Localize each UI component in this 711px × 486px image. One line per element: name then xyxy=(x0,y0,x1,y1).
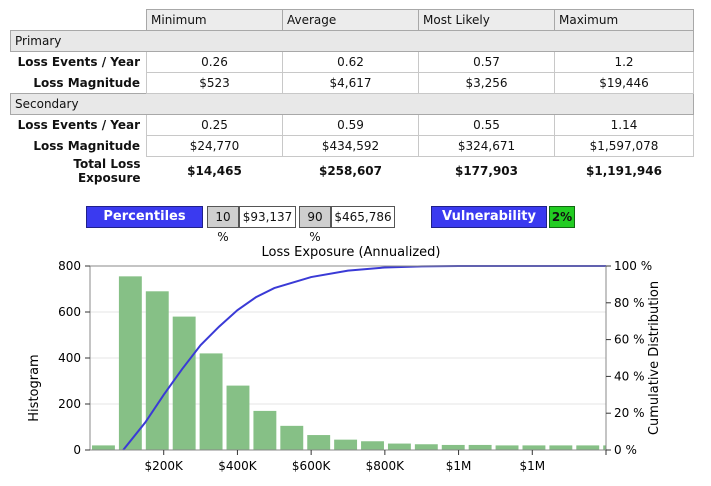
cell-value: 0.59 xyxy=(282,114,419,136)
y2-tick-label: 60 % xyxy=(614,333,645,347)
table-row: Loss Events / Year 0.26 0.62 0.57 1.2 xyxy=(11,51,694,73)
p90-value: $465,786 xyxy=(331,206,395,228)
row-label: Loss Magnitude xyxy=(33,75,140,90)
histogram-bar xyxy=(522,445,546,450)
vulnerability-button[interactable]: Vulnerability xyxy=(431,206,547,228)
table-row: Loss Events / Year 0.25 0.59 0.55 1.14 xyxy=(11,114,694,136)
cell-value: 1.2 xyxy=(554,51,694,73)
cell-value: $14,465 xyxy=(187,163,242,178)
section-primary-title: Primary xyxy=(10,30,694,52)
p90-label[interactable]: 90 % xyxy=(299,206,331,244)
y-tick-label: 800 xyxy=(58,259,81,273)
y-tick-label: 200 xyxy=(58,397,81,411)
cell-value: 0.25 xyxy=(146,114,283,136)
header-spacer xyxy=(11,10,147,31)
histogram-bar xyxy=(495,445,519,450)
chart-title: Loss Exposure (Annualized) xyxy=(262,245,441,260)
row-label: Loss Events / Year xyxy=(17,55,140,70)
x-tick-label: $1M xyxy=(446,459,472,473)
y-axis-ticks: 0 200 400 600 800 xyxy=(58,259,90,457)
cell-value: $1,597,078 xyxy=(554,135,694,157)
x-tick-label: $400K xyxy=(218,459,258,473)
table-row: Loss Magnitude $523 $4,617 $3,256 $19,44… xyxy=(11,72,694,94)
histogram-bar xyxy=(280,425,304,450)
histogram-bars xyxy=(92,276,606,450)
p10-label[interactable]: 10 % xyxy=(207,206,239,244)
y2-tick-label: 40 % xyxy=(614,369,645,383)
histogram-bar xyxy=(253,410,277,450)
loss-summary-table: Minimum Average Most Likely Maximum Prim… xyxy=(10,9,694,185)
histogram-bar xyxy=(361,441,384,450)
col-header-average: Average xyxy=(282,9,419,31)
histogram-bar xyxy=(603,445,606,450)
section-secondary: Secondary xyxy=(10,93,694,115)
cell-value: 0.62 xyxy=(282,51,419,73)
x-axis-ticks: $200K $400K $600K $800K $1M $1M xyxy=(145,450,607,473)
cell-value: $4,617 xyxy=(282,72,419,94)
histogram-bar xyxy=(118,276,142,450)
histogram-bar xyxy=(387,443,411,450)
vulnerability-value: 2% xyxy=(549,206,575,228)
cell-value: $1,191,946 xyxy=(586,163,662,178)
col-header-minimum: Minimum xyxy=(146,9,283,31)
y2-axis-ticks: 0 % 20 % 40 % 60 % 80 % 100 % xyxy=(606,259,652,457)
y-tick-label: 600 xyxy=(58,305,81,319)
col-header-maximum: Maximum xyxy=(554,9,694,31)
cdf-curve xyxy=(122,265,606,451)
y2-tick-label: 100 % xyxy=(614,259,652,273)
histogram-bar xyxy=(172,316,196,450)
histogram-bar xyxy=(441,444,465,450)
cell-value: $3,256 xyxy=(418,72,555,94)
row-label: Total Loss Exposure xyxy=(73,156,141,185)
y2-tick-label: 20 % xyxy=(614,406,645,420)
cell-value: $434,592 xyxy=(282,135,419,157)
y2-tick-label: 80 % xyxy=(614,296,645,310)
y2-axis-label: Cumulative Distribution xyxy=(647,281,662,435)
y2-tick-label: 0 % xyxy=(614,443,637,457)
cell-value: $324,671 xyxy=(418,135,555,157)
histogram-bar xyxy=(334,439,358,450)
cell-value: 0.55 xyxy=(418,114,555,136)
percentiles-button[interactable]: Percentiles xyxy=(86,206,203,228)
x-tick-label: $600K xyxy=(292,459,332,473)
cell-value: 0.57 xyxy=(418,51,555,73)
histogram-bar xyxy=(199,353,223,450)
table-header-row: Minimum Average Most Likely Maximum xyxy=(11,9,694,31)
cell-value: $24,770 xyxy=(146,135,283,157)
histogram-bar xyxy=(549,445,573,450)
x-tick-label: $800K xyxy=(366,459,406,473)
p10-value: $93,137 xyxy=(239,206,296,228)
cell-value: 1.14 xyxy=(554,114,694,136)
histogram-bar xyxy=(92,445,115,450)
table-row: Loss Magnitude $24,770 $434,592 $324,671… xyxy=(11,135,694,157)
cell-value: $258,607 xyxy=(318,163,382,178)
row-label: Loss Events / Year xyxy=(17,118,140,133)
col-header-most-likely: Most Likely xyxy=(418,9,555,31)
histogram-bar xyxy=(307,435,331,450)
x-tick-label: $1M xyxy=(519,459,545,473)
histogram-bar xyxy=(226,385,250,450)
row-label: Loss Magnitude xyxy=(33,139,140,153)
section-secondary-title: Secondary xyxy=(10,93,694,115)
y-tick-label: 0 xyxy=(73,443,81,457)
cell-value: 0.26 xyxy=(146,51,283,73)
cell-value: $523 xyxy=(146,72,283,94)
histogram-bar xyxy=(468,444,492,450)
histogram-bar xyxy=(576,445,600,450)
x-tick-label: $200K xyxy=(145,459,185,473)
y-axis-label: Histogram xyxy=(27,354,42,421)
table-row-total: Total Loss Exposure $14,465 $258,607 $17… xyxy=(11,157,694,185)
histogram-bar xyxy=(414,444,438,450)
section-primary: Primary xyxy=(10,30,694,52)
cell-value: $19,446 xyxy=(554,72,694,94)
cell-value: $177,903 xyxy=(454,163,518,178)
loss-exposure-chart: Loss Exposure (Annualized) Histogram Cum… xyxy=(27,245,662,473)
histogram-bar xyxy=(145,291,169,450)
y-tick-label: 400 xyxy=(58,351,81,365)
